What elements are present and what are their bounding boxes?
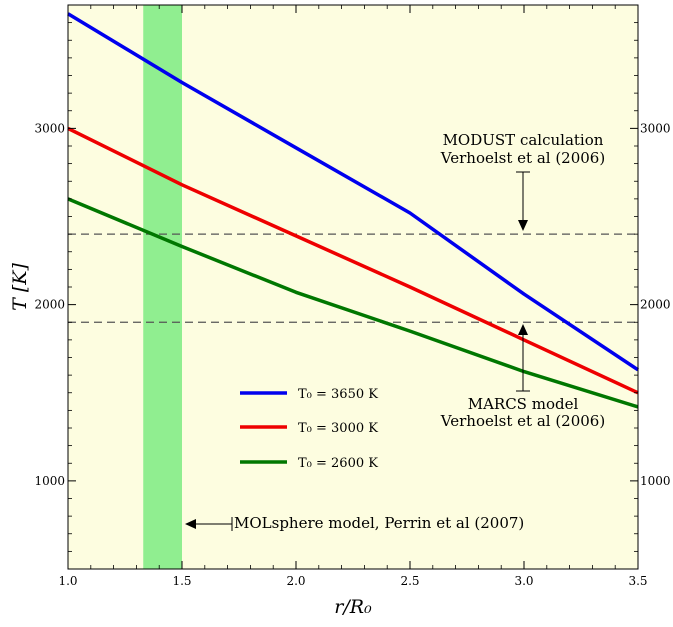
x-tick-label: 1.0 <box>58 574 77 588</box>
x-tick-label: 3.0 <box>514 574 533 588</box>
y-tick-label-left: 1000 <box>34 474 65 488</box>
legend-label-2600: T₀ = 2600 K <box>298 456 378 471</box>
molsphere-band <box>143 5 182 569</box>
series-line-0 <box>67 12 639 372</box>
legend-label-3650: T₀ = 3650 K <box>298 387 378 402</box>
y-tick-label-left: 3000 <box>34 121 65 135</box>
x-tick-label: 2.0 <box>286 574 305 588</box>
legend: T₀ = 3650 K T₀ = 3000 K T₀ = 2600 K <box>240 387 378 471</box>
series-line-2 <box>67 197 639 409</box>
y-tick-label-right: 2000 <box>640 298 671 312</box>
reference-lines-layer <box>68 233 638 323</box>
x-tick-label: 1.5 <box>172 574 191 588</box>
legend-label-3000: T₀ = 3000 K <box>298 421 378 436</box>
series-layer <box>67 12 639 409</box>
x-tick-label: 2.5 <box>400 574 419 588</box>
shaded-band-layer <box>143 5 182 569</box>
x-tick-label: 3.5 <box>628 574 647 588</box>
annotation-molsphere-arrow <box>185 517 233 531</box>
annotation-marcs-title: MARCS model <box>468 395 579 413</box>
ticks-layer: 1.0 1.5 2.0 2.5 3.0 3.5 1000 2000 3000 1000 2000 30… <box>34 4 671 588</box>
annotation-molsphere: MOLsphere model, Perrin et al (2007) <box>234 514 524 532</box>
y-tick-label-right: 3000 <box>640 121 671 135</box>
x-axis-label: r/R₀ <box>334 596 372 618</box>
series-line-1 <box>67 126 639 395</box>
annotation-modust-title: MODUST calculation <box>443 131 604 149</box>
annotation-marcs-reference: Verhoelst et al (2006) <box>440 412 605 430</box>
annotation-marcs-arrow <box>516 324 530 392</box>
y-tick-label-right: 1000 <box>640 474 671 488</box>
y-axis-label: T [K] <box>9 263 31 311</box>
plot-frame <box>67 4 639 570</box>
annotation-modust-arrow <box>516 171 530 231</box>
annotation-modust-reference: Verhoelst et al (2006) <box>440 149 605 167</box>
y-tick-label-left: 2000 <box>34 298 65 312</box>
